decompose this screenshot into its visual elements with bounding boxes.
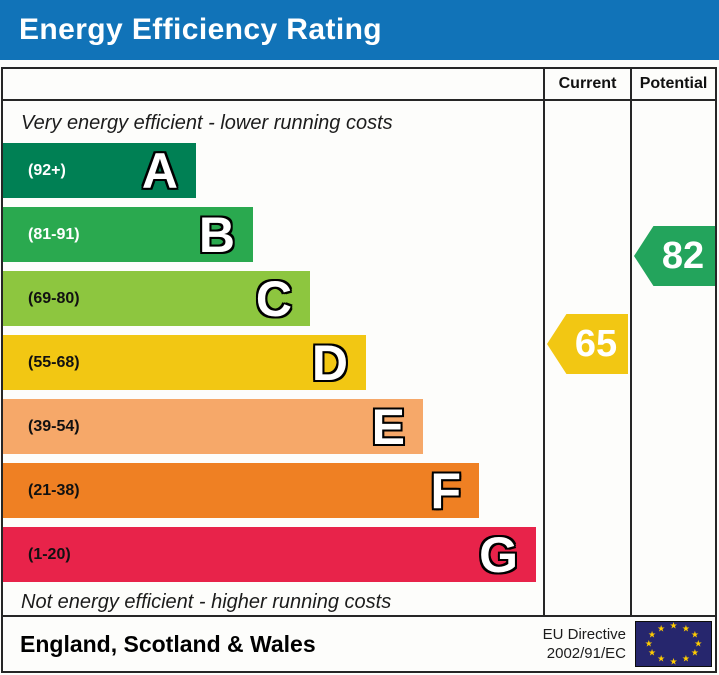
band-range-label: (1-20) bbox=[28, 545, 71, 563]
eu-flag-star: ★ bbox=[657, 653, 666, 664]
band-letter: A bbox=[141, 142, 178, 199]
eu-flag-star: ★ bbox=[690, 647, 699, 658]
eu-flag-icon: ★ ★ ★ ★ ★ ★ ★ ★ ★ ★ ★ ★ bbox=[635, 621, 712, 667]
band-list: (92+) A (81-91) B (69-80) C (55-68) D (3… bbox=[3, 143, 543, 582]
band-range-label: (69-80) bbox=[28, 289, 80, 307]
potential-rating-value: 82 bbox=[661, 234, 705, 277]
potential-rating-pointer: 82 bbox=[634, 226, 715, 286]
current-rating-pointer: 65 bbox=[547, 314, 628, 374]
eu-directive-line1: EU Directive bbox=[542, 625, 626, 643]
eu-directive-line2: 2002/91/EC bbox=[546, 645, 626, 662]
column-header-current: Current bbox=[543, 69, 630, 101]
eu-flag-star: ★ bbox=[681, 623, 690, 634]
column-header-potential: Potential bbox=[630, 69, 715, 101]
band-row-A: (92+) A bbox=[3, 143, 196, 198]
bottom-note: Not energy efficient - higher running co… bbox=[21, 591, 392, 613]
title-bar: Energy Efficiency Rating bbox=[0, 0, 719, 60]
band-range-label: (92+) bbox=[28, 161, 66, 179]
footer: England, Scotland & Wales EU Directive 2… bbox=[3, 615, 715, 671]
band-range-label: (81-91) bbox=[28, 225, 80, 243]
page-title: Energy Efficiency Rating bbox=[19, 13, 383, 46]
band-row-B: (81-91) B bbox=[3, 207, 253, 262]
current-rating-value: 65 bbox=[574, 322, 618, 365]
band-range-label: (39-54) bbox=[28, 417, 80, 435]
eu-flag-star: ★ bbox=[681, 653, 690, 664]
eu-flag-star: ★ bbox=[669, 656, 678, 667]
rating-table: Current Potential Very energy efficient … bbox=[1, 67, 717, 673]
eu-flag-star: ★ bbox=[669, 620, 678, 631]
band-row-D: (55-68) D bbox=[3, 335, 366, 390]
eu-flag-star: ★ bbox=[657, 623, 666, 634]
band-letter: E bbox=[371, 398, 405, 455]
band-letter: B bbox=[198, 206, 235, 263]
band-row-F: (21-38) F bbox=[3, 463, 479, 518]
top-note: Very energy efficient - lower running co… bbox=[21, 112, 393, 134]
eu-flag-star: ★ bbox=[648, 647, 657, 658]
band-chart-cell: Very energy efficient - lower running co… bbox=[3, 101, 543, 615]
band-letter: F bbox=[430, 462, 461, 519]
band-row-G: (1-20) G bbox=[3, 527, 536, 582]
band-letter: C bbox=[255, 270, 292, 327]
band-letter: D bbox=[311, 334, 348, 391]
potential-column: 82 bbox=[630, 101, 715, 615]
band-range-label: (55-68) bbox=[28, 353, 80, 371]
band-letter: G bbox=[479, 526, 518, 583]
band-row-E: (39-54) E bbox=[3, 399, 423, 454]
eu-flag-star: ★ bbox=[648, 629, 657, 640]
band-range-label: (21-38) bbox=[28, 481, 80, 499]
header-spacer-cell bbox=[3, 69, 543, 101]
region-label: England, Scotland & Wales bbox=[20, 630, 316, 657]
eu-flag-star: ★ bbox=[690, 629, 699, 640]
band-row-C: (69-80) C bbox=[3, 271, 310, 326]
eu-flag-star: ★ bbox=[694, 638, 703, 649]
current-column: 65 bbox=[543, 101, 630, 615]
eu-directive-label: EU Directive 2002/91/EC bbox=[543, 625, 626, 664]
eu-flag-star: ★ bbox=[644, 638, 653, 649]
